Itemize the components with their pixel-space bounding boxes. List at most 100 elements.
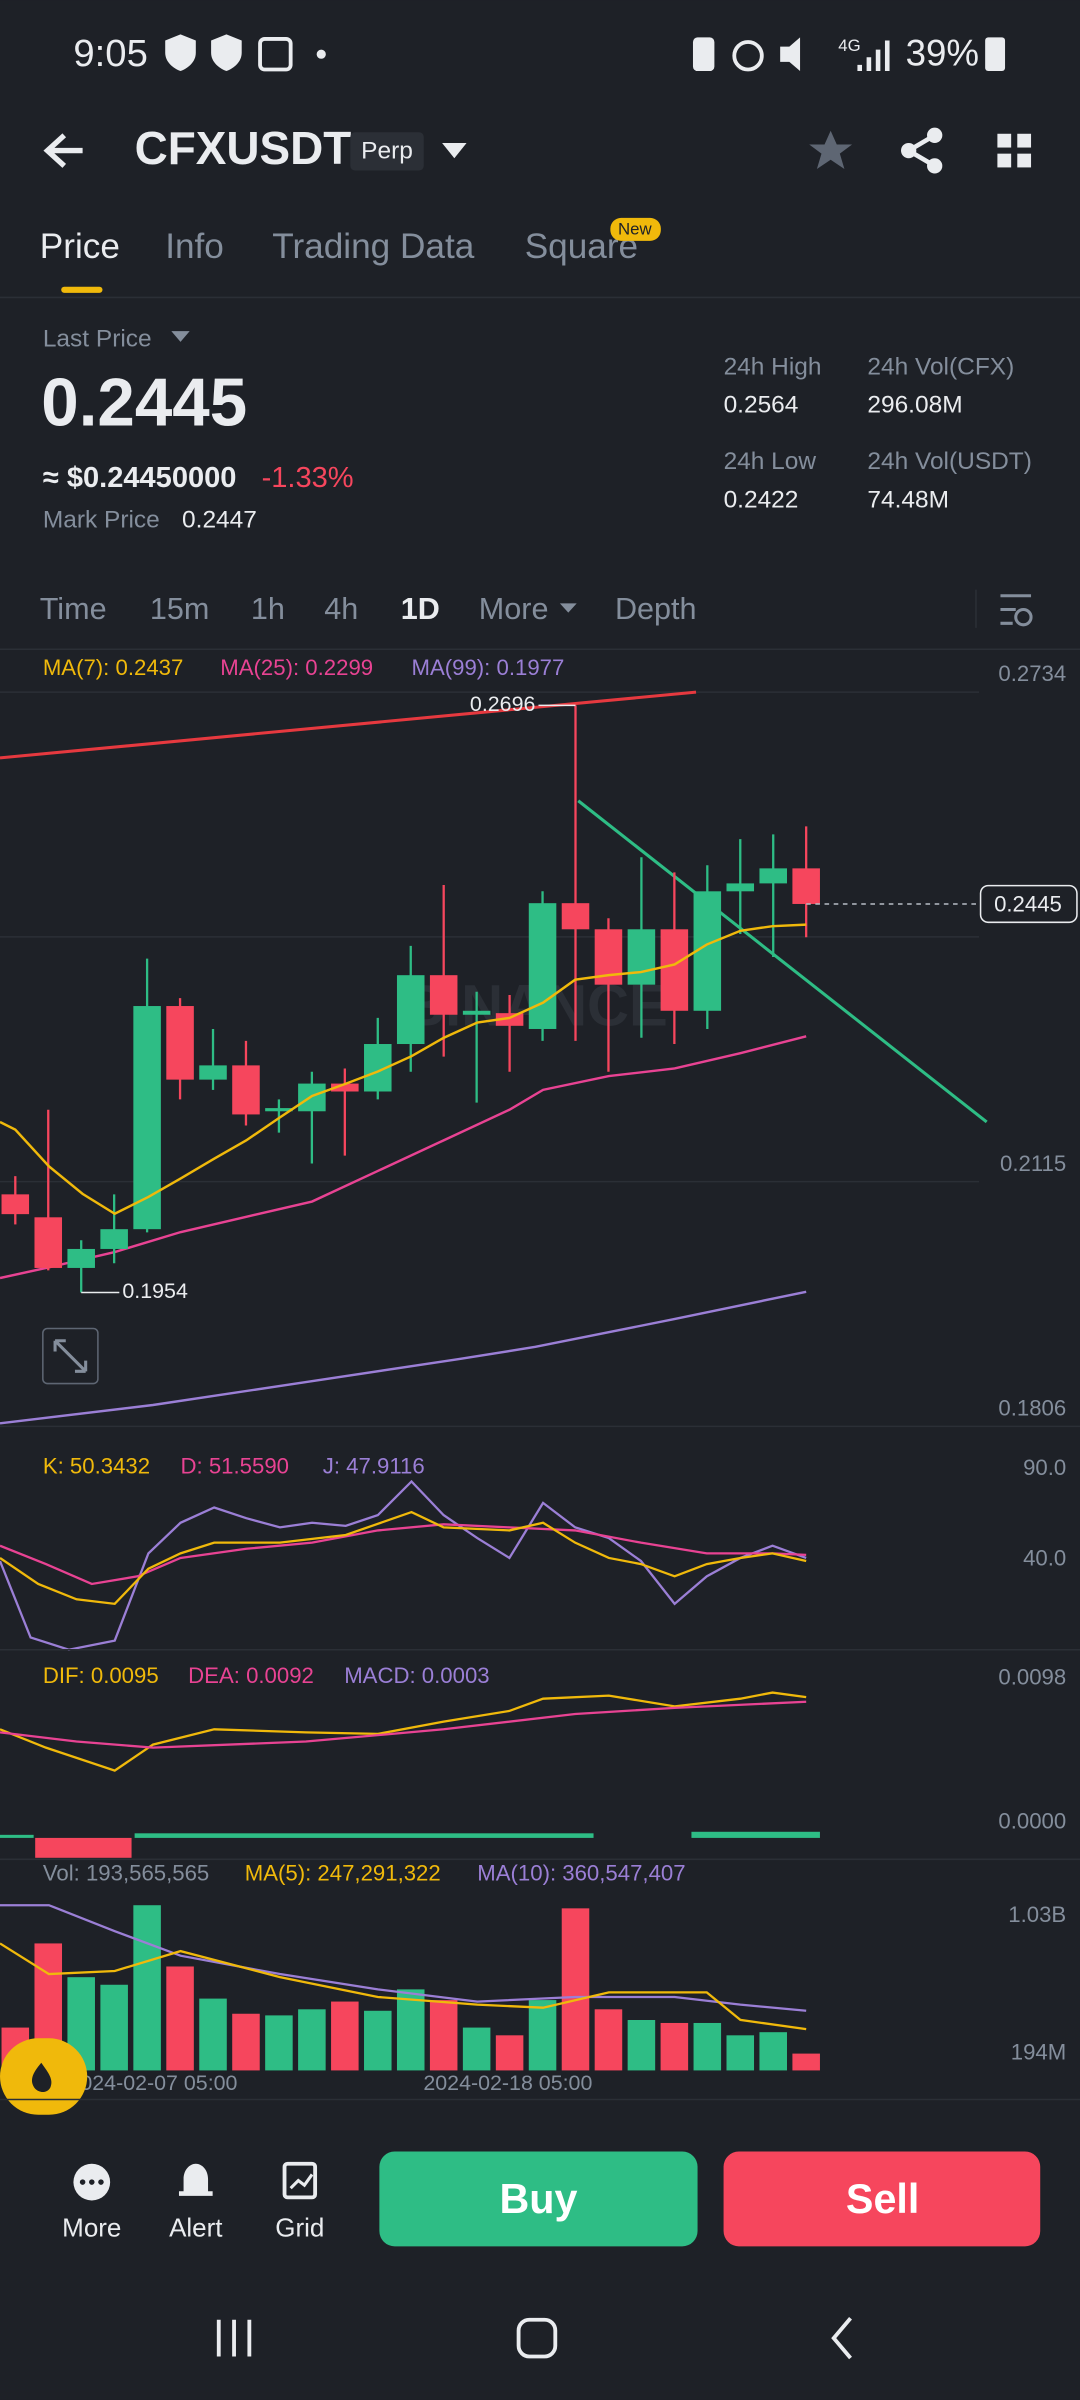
ma99-line	[0, 1290, 807, 1425]
volume-bar	[429, 2000, 458, 2071]
interval[interactable]: 1D	[401, 592, 440, 626]
candle-body	[660, 929, 689, 1011]
legend: K: 50.3432	[43, 1454, 150, 1479]
candle-body	[396, 975, 425, 1045]
macd-dif-line	[0, 1691, 807, 1772]
price-tick-label: 0.2115	[1000, 1151, 1066, 1176]
buy-label: Buy	[499, 2176, 577, 2222]
candle-body	[133, 1006, 161, 1230]
volume-tick-label: 194M	[1011, 2039, 1066, 2064]
volume-bar	[331, 2001, 359, 2071]
tab[interactable]: Info	[165, 227, 224, 266]
share-icon[interactable]	[901, 127, 943, 174]
volume-bar	[232, 2013, 260, 2071]
tab[interactable]: Trading Data	[272, 227, 474, 266]
current-price-label: 0.2445	[994, 891, 1062, 916]
interval[interactable]: More	[479, 592, 549, 626]
kdj-d-line	[0, 1523, 807, 1586]
chart-settings-icon[interactable]	[1000, 594, 1033, 627]
volume-bar	[528, 2000, 557, 2071]
candle-body	[561, 903, 590, 930]
legend: MA(7): 0.2437	[43, 655, 184, 680]
stat-label: 24h Vol(USDT)	[867, 448, 1032, 475]
action-icons	[73, 2161, 318, 2201]
volume-bar	[627, 2020, 656, 2071]
expand-icon	[53, 1339, 88, 1373]
sell-button[interactable]	[723, 2151, 1041, 2247]
legend: DIF: 0.0095	[43, 1663, 159, 1688]
more-dropdown[interactable]	[559, 603, 577, 613]
volume-bar	[759, 2032, 787, 2071]
volume-tick-label: 1.03B	[1008, 1902, 1066, 1927]
macd-dea-line	[0, 1700, 807, 1749]
badge-bg	[350, 132, 424, 171]
interval[interactable]: Depth	[615, 592, 697, 626]
grid-icon[interactable]	[997, 133, 1032, 168]
stat-label: 24h Vol(CFX)	[867, 353, 1014, 380]
trendline	[577, 799, 988, 1124]
tab[interactable]: Price	[40, 227, 120, 266]
candle-body	[429, 975, 458, 1015]
perp-badge: Perp	[361, 138, 413, 165]
last-price-dropdown[interactable]	[171, 331, 190, 342]
nav-bar	[216, 2317, 852, 2360]
interval[interactable]: 15m	[150, 592, 209, 626]
price-tick-label: 0.1806	[998, 1395, 1066, 1420]
symbol-dropdown[interactable]	[442, 142, 467, 159]
price-tick-label: 0.2734	[998, 661, 1066, 686]
low-label: 0.1954	[122, 1279, 188, 1303]
volume-bar	[265, 2015, 293, 2071]
buy-button[interactable]	[379, 2151, 698, 2247]
macd-histogram	[35, 1837, 132, 1858]
status-time: 9:05	[73, 32, 147, 75]
volume-bar	[396, 1989, 425, 2071]
expand-button[interactable]	[42, 1327, 99, 1385]
x-tick-label: 2024-02-18 05:00	[423, 2071, 592, 2095]
legend: DEA: 0.0092	[188, 1663, 314, 1688]
legend: MACD: 0.0003	[344, 1663, 489, 1688]
legend: J: 47.9116	[323, 1454, 425, 1479]
high-label: 0.2696	[470, 692, 535, 716]
interval[interactable]: Time	[40, 592, 107, 626]
trendline	[0, 690, 697, 760]
candle-body	[528, 903, 557, 1029]
volume-bar	[166, 1966, 194, 2071]
volume-bar	[133, 1905, 161, 2071]
macd-histogram	[0, 1831, 820, 1838]
tab-indicator	[61, 286, 103, 293]
vol-ma5-line	[0, 1942, 807, 2031]
volume-bar	[364, 2010, 392, 2071]
kdj-j-line	[0, 1479, 807, 1651]
ma7-line	[0, 923, 807, 1216]
stat-value: 0.2564	[724, 392, 799, 419]
status-icons	[165, 34, 1006, 72]
status-battery: 39%	[906, 32, 979, 73]
interval[interactable]: 1h	[251, 592, 285, 626]
legend: MA(5): 247,291,322	[245, 1860, 441, 1885]
candle-body	[265, 1108, 293, 1112]
candle-body	[495, 1013, 524, 1026]
action-label[interactable]: More	[62, 2212, 121, 2242]
stat-value: 74.48M	[867, 486, 949, 513]
kdj-tick-label: 90.0	[1023, 1455, 1066, 1480]
legend: Vol: 193,565,565	[43, 1860, 209, 1885]
favorite-icon[interactable]	[809, 130, 853, 169]
volume-bar	[660, 2022, 689, 2071]
interval[interactable]: 4h	[324, 592, 358, 626]
back-button[interactable]	[43, 133, 83, 168]
candle-body	[726, 883, 755, 892]
stat-value: 0.2422	[724, 486, 799, 513]
nav-back[interactable]	[831, 2317, 852, 2360]
kdj-k-line	[0, 1510, 807, 1606]
candle-body	[462, 1010, 491, 1015]
nav-recent[interactable]	[216, 2319, 252, 2357]
stat-value: 296.08M	[867, 392, 962, 419]
candle-body	[34, 1217, 63, 1268]
volume-bar	[495, 2035, 524, 2071]
macd-tick-label: 0.0098	[998, 1665, 1066, 1690]
candle-body	[792, 868, 820, 904]
volume-bar	[561, 1908, 590, 2071]
nav-home[interactable]	[516, 2317, 558, 2359]
action-label[interactable]: Grid	[275, 2212, 324, 2242]
action-label[interactable]: Alert	[169, 2212, 223, 2242]
